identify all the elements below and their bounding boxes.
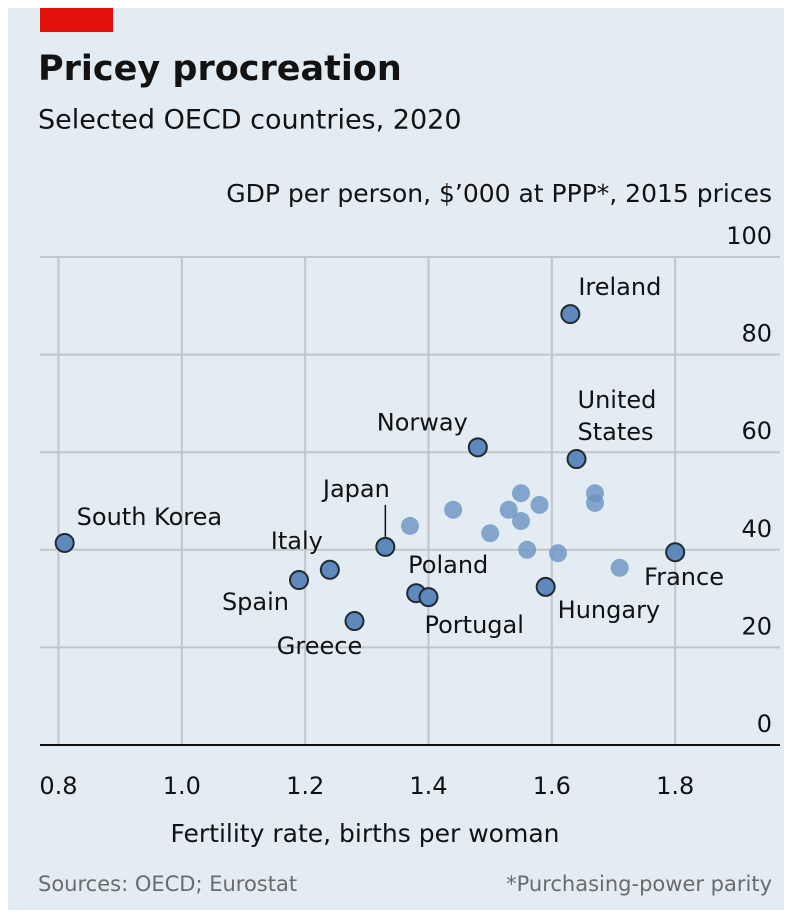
- point: [499, 500, 518, 519]
- point: [530, 495, 549, 514]
- x-tick-label: 1.2: [286, 772, 324, 800]
- point-label: Spain: [222, 588, 289, 616]
- chart-title: Pricey procreation: [38, 49, 402, 89]
- x-axis-label: Fertility rate, births per woman: [171, 819, 560, 848]
- point: [375, 536, 396, 557]
- point: [512, 512, 530, 531]
- point: [319, 559, 340, 580]
- background: [8, 8, 784, 910]
- point: [54, 532, 75, 553]
- x-tick-label: 1.6: [533, 772, 571, 800]
- point: [289, 570, 309, 591]
- x-tick-label: 1.4: [409, 772, 447, 800]
- y-axis-label: GDP per person, $’000 at PPP*, 2015 pric…: [226, 179, 772, 208]
- y-tick-label: 20: [741, 612, 772, 640]
- point-label: Ireland: [578, 273, 661, 301]
- point-label: France: [644, 563, 724, 591]
- y-tick-label: 40: [741, 515, 772, 543]
- point: [467, 437, 488, 458]
- point: [566, 449, 587, 470]
- point-label: Poland: [408, 551, 488, 579]
- point: [481, 524, 500, 543]
- point: [560, 304, 581, 325]
- point-label: Hungary: [558, 596, 660, 624]
- point: [586, 493, 604, 512]
- point: [344, 611, 365, 632]
- point: [518, 540, 537, 559]
- point: [512, 484, 530, 503]
- point: [444, 500, 463, 519]
- point-label: Greece: [277, 632, 362, 660]
- y-tick-label: 60: [741, 417, 772, 445]
- point-label: Japan: [321, 475, 390, 503]
- y-tick-label: 80: [741, 320, 772, 348]
- point-label: Italy: [271, 527, 323, 555]
- y-tick-label: 0: [757, 710, 772, 738]
- point: [401, 516, 419, 535]
- red-tag: [40, 8, 113, 32]
- point: [549, 544, 567, 563]
- footnote: *Purchasing-power parity: [506, 872, 772, 896]
- point: [418, 587, 439, 608]
- chart-subtitle: Selected OECD countries, 2020: [38, 105, 462, 136]
- point-label: South Korea: [77, 503, 222, 531]
- x-tick-label: 0.8: [39, 772, 77, 800]
- point-label: Norway: [377, 408, 468, 436]
- point-label: United States: [578, 386, 657, 446]
- x-tick-label: 1.0: [163, 772, 201, 800]
- point: [610, 558, 629, 577]
- point: [535, 576, 556, 597]
- source: Sources: OECD; Eurostat: [38, 872, 297, 896]
- point: [665, 542, 686, 563]
- x-tick-label: 1.8: [656, 772, 694, 800]
- y-tick-label: 100: [726, 222, 772, 250]
- point-label: Portugal: [425, 611, 524, 639]
